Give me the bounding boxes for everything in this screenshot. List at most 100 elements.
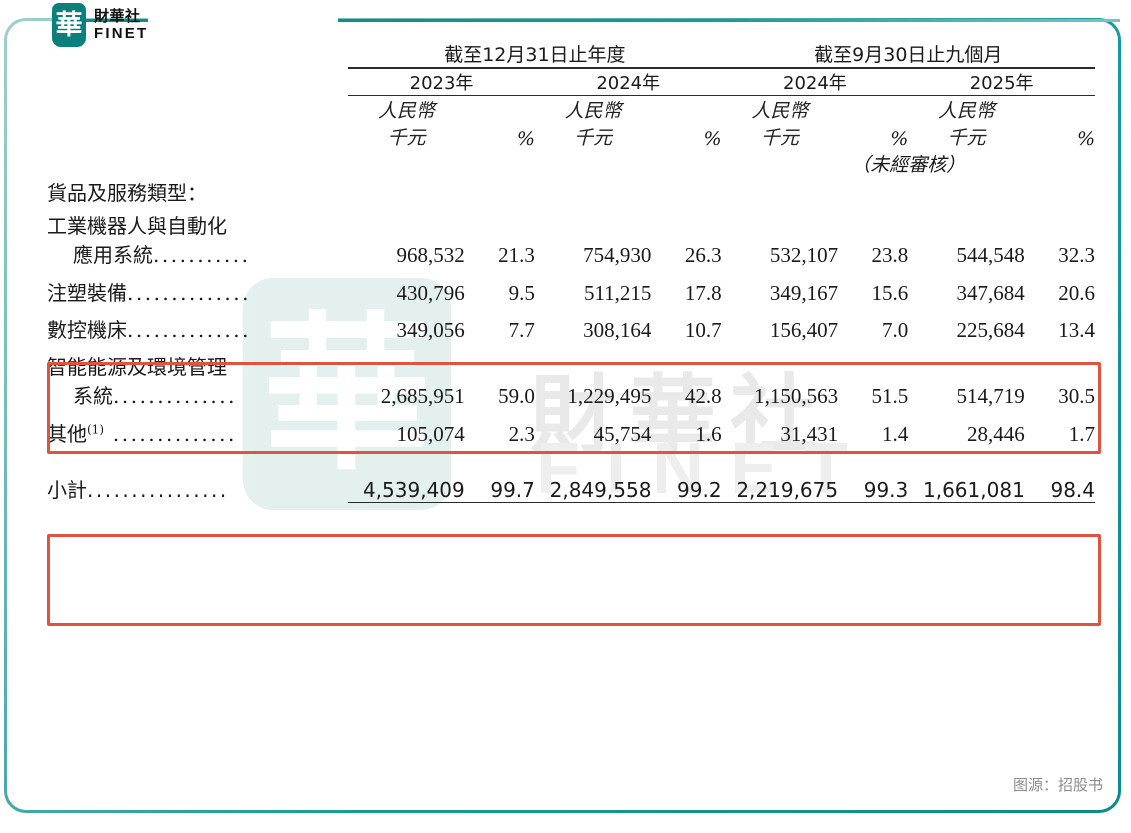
cell-v2023: 349,056 xyxy=(396,318,465,342)
unit-2024-fy: 千元 xyxy=(574,127,613,149)
cell-p2025q3: 30.5 xyxy=(1058,384,1095,408)
brand-name-cn: 財華社 xyxy=(94,7,141,25)
cell-p2024: 1.6 xyxy=(651,414,722,452)
revenue-breakdown-table: 截至12月31日止年度 截至9月30日止九個月 2023年 2024年 2024… xyxy=(47,40,1095,503)
total-p2025q3: 98.4 xyxy=(1024,473,1095,503)
cell-v2025q3: 514,719 xyxy=(956,384,1025,408)
cell-v2024: 754,930 xyxy=(583,243,652,267)
logo-notch xyxy=(148,6,338,50)
cell-p2024q3: 1.4 xyxy=(838,414,909,452)
cell-v2024: 308,164 xyxy=(583,318,652,342)
group-header-9m: 截至9月30日止九個月 xyxy=(721,40,1095,69)
leader-dots: ................ xyxy=(87,477,229,502)
cell-v2025q3: 225,684 xyxy=(956,318,1025,342)
table-row: 智能能源及環境管理 系統.............. 2,685,951 59.… xyxy=(47,347,1095,414)
table-currency-row: 人民幣 人民幣 人民幣 人民幣 xyxy=(47,96,1095,124)
row-label-text: 應用系統 xyxy=(73,243,153,267)
currency-2023: 人民幣 xyxy=(377,100,435,122)
frame-rule-left xyxy=(56,19,152,22)
percent-header-2024-9m: % xyxy=(890,128,909,150)
row-label-line2: 系統.............. xyxy=(47,380,348,409)
currency-2025-9m: 人民幣 xyxy=(938,100,996,122)
percent-header-2023: % xyxy=(516,128,535,150)
cell-p2024: 17.8 xyxy=(684,281,722,305)
row-label-text: 其他 xyxy=(47,422,87,446)
total-p2024: 99.2 xyxy=(651,473,722,503)
frame-rule-right xyxy=(330,19,1120,22)
brand-name-en: FINET xyxy=(94,25,149,42)
total-label-text: 小計 xyxy=(47,477,87,502)
cell-p2025q3: 32.3 xyxy=(1058,243,1095,267)
currency-pad-2 xyxy=(651,96,721,124)
cell-p2023: 9.5 xyxy=(508,281,535,305)
year-header-spacer xyxy=(47,68,348,96)
total-p2023: 99.7 xyxy=(464,473,535,503)
table-row: 工業機器人與自動化 應用系統........... 968,532 21.3 7… xyxy=(47,206,1095,273)
leader-dots: .............. xyxy=(104,422,237,446)
row-label-industrial-robots: 工業機器人與自動化 應用系統........... xyxy=(47,206,348,273)
table-total-row: 小計................ 4,539,409 99.7 2,849,… xyxy=(47,473,1095,503)
brand-logo-text: 財華社 FINET xyxy=(94,7,149,42)
unit-2025-9m: 千元 xyxy=(947,127,986,149)
table-row: 其他(1) .............. 105,074 2.3 45,754 … xyxy=(47,414,1095,452)
cell-v2025q3: 544,548 xyxy=(956,243,1025,267)
cell-p2024: 42.8 xyxy=(684,384,722,408)
table-group-header-row: 截至12月31日止年度 截至9月30日止九個月 xyxy=(47,40,1095,69)
currency-2024-fy: 人民幣 xyxy=(564,100,622,122)
total-label: 小計................ xyxy=(47,474,348,503)
cell-v2024: 45,754 xyxy=(534,414,652,452)
brand-logo: 華 財華社 FINET xyxy=(52,2,148,48)
row-label-smart-energy: 智能能源及環境管理 系統.............. xyxy=(47,347,348,414)
unaudited-spacer xyxy=(47,150,722,177)
currency-pad-4 xyxy=(1025,96,1095,124)
unit-2024-9m: 千元 xyxy=(760,127,799,149)
total-v2025q3: 1,661,081 xyxy=(908,473,1025,503)
row-label-cnc-machine-tools: 數控機床.............. xyxy=(47,310,348,347)
cell-p2024: 10.7 xyxy=(684,318,722,342)
row-label-text: 系統 xyxy=(73,384,113,408)
table-row: 注塑裝備.............. 430,796 9.5 511,215 1… xyxy=(47,273,1095,310)
row-label-others: 其他(1) .............. xyxy=(47,414,348,451)
cell-v2024: 1,229,495 xyxy=(567,384,652,408)
cell-p2023: 2.3 xyxy=(464,414,535,452)
cell-p2024q3: 7.0 xyxy=(882,318,909,342)
source-caption: 图源：招股书 xyxy=(1012,776,1103,794)
currency-2024-9m: 人民幣 xyxy=(751,100,809,122)
total-v2024q3: 2,219,675 xyxy=(721,473,839,503)
cell-p2023: 59.0 xyxy=(498,384,535,408)
total-v2024: 2,849,558 xyxy=(534,473,652,503)
percent-header-2024-fy: % xyxy=(703,128,722,150)
year-header-2023: 2023年 xyxy=(348,68,535,96)
table-section-row: 貨品及服務類型： xyxy=(47,177,1095,206)
cell-v2025q3: 347,684 xyxy=(956,281,1025,305)
currency-pad-3 xyxy=(838,96,908,124)
cell-p2025q3: 13.4 xyxy=(1058,318,1095,342)
percent-header-2025-9m: % xyxy=(1076,128,1095,150)
cell-p2024q3: 23.8 xyxy=(871,243,909,267)
cell-v2024q3: 532,107 xyxy=(769,243,839,267)
leader-dots: .............. xyxy=(113,384,238,408)
finet-seal-icon: 華 xyxy=(52,3,86,47)
row-label-injection-moulding: 注塑裝備.............. xyxy=(47,273,348,310)
unit-spacer xyxy=(47,123,348,150)
table-year-header-row: 2023年 2024年 2024年 2025年 xyxy=(47,68,1095,96)
table-row: 數控機床.............. 349,056 7.7 308,164 1… xyxy=(47,310,1095,347)
cell-p2024: 26.3 xyxy=(684,243,722,267)
currency-pad-1 xyxy=(465,96,535,124)
spacer-cell xyxy=(47,451,1095,474)
unaudited-note: （未經審核） xyxy=(851,154,966,176)
footnote-marker: (1) xyxy=(87,422,104,437)
cell-v2025q3: 28,446 xyxy=(908,414,1025,452)
cell-p2023: 21.3 xyxy=(498,243,535,267)
cell-v2024q3: 31,431 xyxy=(721,414,839,452)
row-label-line1: 工業機器人與自動化 xyxy=(47,214,227,238)
cell-p2025q3: 20.6 xyxy=(1058,281,1095,305)
total-v2023: 4,539,409 xyxy=(348,473,465,503)
currency-spacer xyxy=(47,96,348,124)
table-unaudited-row: （未經審核） xyxy=(47,150,1095,177)
cell-v2023: 968,532 xyxy=(396,243,465,267)
cell-v2023: 2,685,951 xyxy=(380,384,465,408)
row-label-text: 數控機床 xyxy=(47,318,127,342)
year-header-2025-9m: 2025年 xyxy=(908,68,1095,96)
